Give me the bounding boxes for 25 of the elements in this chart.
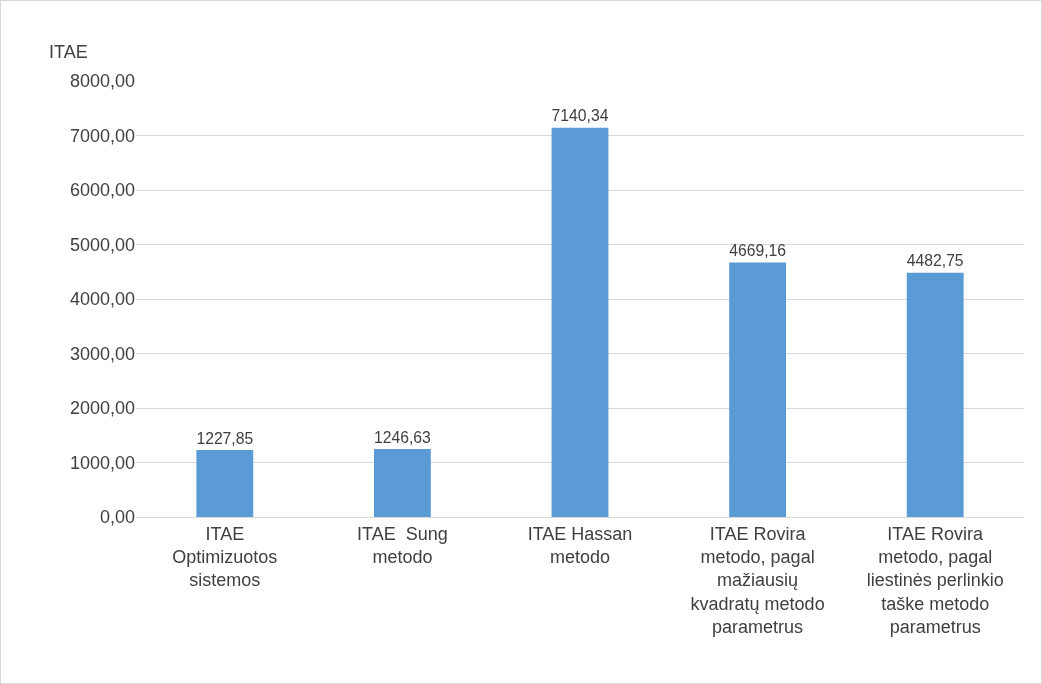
bar — [551, 127, 609, 517]
data-label: 1227,85 — [196, 429, 254, 447]
data-label: 1246,63 — [373, 428, 432, 446]
x-tick-label: ITAE Sung metodo — [357, 523, 448, 567]
x-tick-label: ITAE Rovira metodo, pagal mažiausių kvadratų metodo parametrus — [690, 523, 825, 638]
y-tick-label: 4000,00 — [69, 289, 135, 310]
bar — [373, 449, 431, 517]
data-label: 4482,75 — [906, 252, 964, 270]
y-tick-label: 0,00 — [99, 507, 135, 528]
x-tick-label: ITAE Rovira metodo, pagal liestinės perlinkio taške metodo parametrus — [866, 523, 1004, 638]
x-tick-label: ITAE Optimizuotos sistemos — [172, 523, 278, 591]
bar — [196, 450, 254, 517]
y-tick-label: 3000,00 — [69, 343, 135, 364]
bar — [906, 272, 964, 517]
y-tick-label: 5000,00 — [69, 234, 135, 255]
x-tick-label: ITAE Hassan metodo — [527, 523, 633, 567]
y-tick-label: 7000,00 — [69, 125, 135, 146]
y-tick-label: 2000,00 — [69, 398, 135, 419]
y-tick-label: 1000,00 — [69, 452, 135, 473]
y-tick-label: 8000,00 — [69, 71, 135, 92]
y-axis-title: ITAE — [49, 42, 88, 62]
bar — [729, 262, 787, 517]
data-label: 4669,16 — [729, 242, 787, 260]
data-label: 7140,34 — [551, 107, 609, 125]
y-tick-label: 6000,00 — [69, 180, 135, 201]
